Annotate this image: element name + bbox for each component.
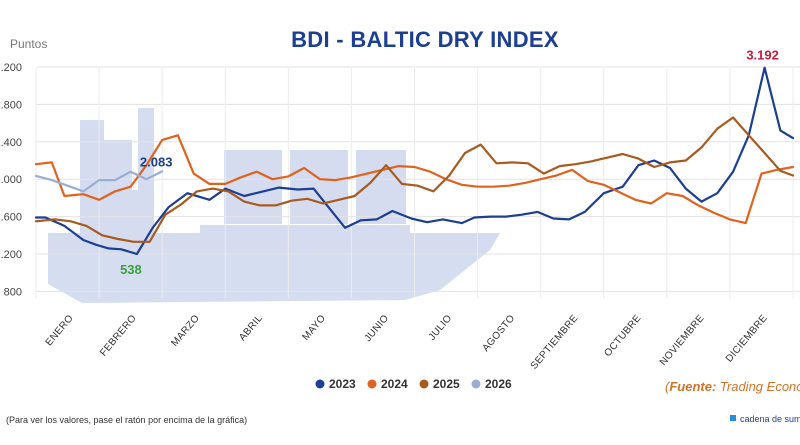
annotation-label: 538 <box>120 262 142 277</box>
logo: cadena de sumin <box>730 414 800 424</box>
chart-title: BDI - BALTIC DRY INDEX <box>291 27 559 52</box>
x-tick-label: MARZO <box>169 313 202 349</box>
y-tick-label: 2.800 <box>0 99 22 111</box>
series-line-2025 <box>34 116 795 243</box>
series-line-2024 <box>34 134 795 225</box>
annotations: 3.192 2.083 538 <box>120 48 779 277</box>
legend: 2023 2024 2025 2026 <box>315 377 512 391</box>
hover-hint-note: (Para ver los valores, pase el ratón por… <box>6 415 247 425</box>
x-tick-label: JUNIO <box>363 313 392 344</box>
source-credit: (Fuente: Trading Econom <box>665 379 800 394</box>
legend-label-2024: 2024 <box>381 377 408 391</box>
legend-marker-2024 <box>367 379 377 389</box>
series-lines <box>34 66 795 256</box>
x-axis-ticks: ENERO FEBRERO MARZO ABRIL MAYO JUNIO JULIO AGOS… <box>44 313 770 372</box>
legend-marker-2026 <box>471 379 481 389</box>
legend-label-2026: 2026 <box>485 377 512 391</box>
y-axis-label: Puntos <box>10 37 47 51</box>
series-line-2023 <box>34 66 795 256</box>
x-tick-label: MAYO <box>301 313 329 343</box>
y-tick-label: 2.400 <box>0 137 22 149</box>
x-tick-label: SEPTIEMBRE <box>529 313 581 372</box>
x-tick-label: ENERO <box>44 313 76 348</box>
legend-label-2023: 2023 <box>329 377 356 391</box>
series-line-2026 <box>34 170 164 193</box>
source-name: Trading Econom <box>720 379 800 394</box>
x-tick-label: OCTUBRE <box>602 313 643 359</box>
y-tick-label: 2.000 <box>0 174 22 186</box>
y-tick-label: 1.600 <box>0 212 22 224</box>
x-tick-label: DICIEMBRE <box>724 313 770 365</box>
y-tick-label: 3.200 <box>0 62 22 74</box>
y-tick-label: 800 <box>4 286 22 298</box>
x-tick-label: AGOSTO <box>480 313 517 354</box>
x-tick-label: JULIO <box>427 313 455 343</box>
annotation-label: 3.192 <box>746 48 779 63</box>
legend-marker-2025 <box>419 379 429 389</box>
gridlines <box>35 66 800 298</box>
logo-mark-icon <box>730 415 736 421</box>
y-axis-ticks: 800 1.200 1.600 2.000 2.400 2.800 3.200 <box>0 62 22 298</box>
legend-label-2025: 2025 <box>433 377 460 391</box>
x-tick-label: ABRIL <box>237 313 265 343</box>
annotation-label: 2.083 <box>140 154 173 169</box>
legend-marker-2023 <box>315 379 325 389</box>
source-label: Fuente: <box>669 379 716 394</box>
x-tick-label: FEBRERO <box>98 313 139 359</box>
y-tick-label: 1.200 <box>0 249 22 261</box>
logo-text: cadena de sumin <box>740 414 800 424</box>
x-tick-label: NOVIEMBRE <box>658 313 707 368</box>
